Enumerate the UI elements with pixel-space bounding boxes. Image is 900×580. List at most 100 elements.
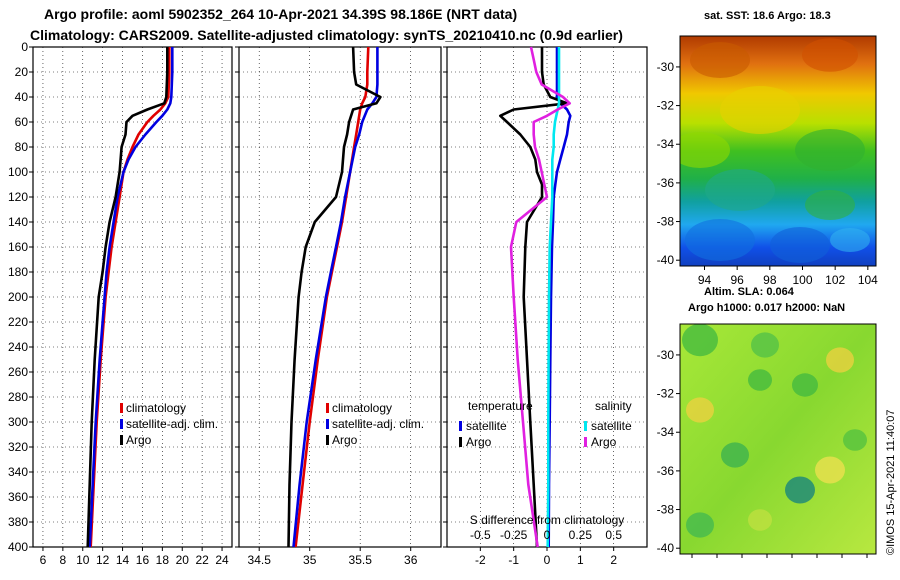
panel-temperature_profile: 6 8 10 12 14 16 18 20 22 240204060801001201401601… [8,40,233,567]
y-tick-label: 180 [8,265,28,279]
series-line-argo [287,46,382,548]
map-y-tick-label: -34 [657,425,675,439]
legend-label: Argo [466,435,492,449]
sla-map-subtitle: Argo h1000: 0.017 h2000: NaN [688,302,846,314]
x-tick-label: 6 [40,553,47,567]
legend-label: Argo [332,433,358,447]
map-x-tick-label: 104 [858,273,878,287]
map-y-tick-label: -34 [657,137,675,151]
map-sla_map: -30 -32 -34 -36 -38 -40 [657,323,877,558]
x2-tick-label: 0.5 [605,528,622,542]
y-tick-label: 240 [8,340,28,354]
map-x-tick-label: 102 [825,273,845,287]
map-x-tick-label: 100 [792,273,812,287]
y-tick-label: 300 [8,415,28,429]
x-tick-label: -2 [475,553,486,567]
y-tick-label: 340 [8,465,28,479]
legend-swatch [120,403,123,413]
map-y-tick-label: -32 [657,99,675,113]
x-tick-label: 0 [544,553,551,567]
map-x-tick-label: 96 [730,273,744,287]
map-field [680,36,876,266]
legend-label: climatology [332,401,392,415]
map-blob [705,169,775,211]
map-blob [686,512,714,538]
x2-tick-label: 0.25 [569,528,593,542]
x-tick-label: 8 [60,553,67,567]
legend-label: Argo [126,433,152,447]
x2-tick-label: -0.25 [500,528,528,542]
x-tick-label: 22 [195,553,209,567]
y-tick-label: 320 [8,440,28,454]
map-blob [720,86,800,134]
map-field [680,324,876,554]
map-frame [679,323,877,555]
map-sst_map: -30 -32 -34 -36 -38 -40 94 96 98 100 102 104 [657,35,878,287]
map-blob [826,347,854,373]
legend-swatch [584,421,587,431]
legend-label: satellite [466,419,507,433]
map-blob [748,369,772,391]
series-line-argo [86,47,169,548]
series-line-satellite-adj--clim- [88,47,174,548]
y-tick-label: 20 [15,65,29,79]
legend-swatch [584,437,587,447]
sst-map-title: sat. SST: 18.6 Argo: 18.3 [704,10,831,22]
map-y-tick-label: -40 [657,253,675,267]
x2-tick-label: -0.5 [470,528,491,542]
y-tick-label: 400 [8,540,28,554]
y-tick-label: 120 [8,190,28,204]
sla-map-title: Altim. SLA: 0.064 [704,286,794,298]
y-tick-label: 100 [8,165,28,179]
x-tick-label: 35.5 [349,553,373,567]
legend-label: satellite-adj. clim. [126,417,218,431]
x-tick-label: 12 [96,553,110,567]
map-y-tick-label: -30 [657,60,675,74]
x-tick-label: 34.5 [248,553,272,567]
legend-swatch [326,403,329,413]
map-blob [721,442,749,468]
panel-salinity_profile: 34.5 35 35.5 36 climatology satellite-adj. cl… [235,46,442,567]
y-tick-label: 260 [8,365,28,379]
panel-difference_from_climatology: -2 -1 0 1 2 temperature salinity satellite Argo s… [443,46,648,567]
plot-frame [32,46,233,548]
map-y-tick-label: -32 [657,387,675,401]
x-tick-label: -1 [508,553,519,567]
map-blob [795,129,865,171]
map-blob [682,324,718,357]
y-tick-label: 0 [21,40,28,54]
map-y-tick-label: -40 [657,541,675,555]
legend-label: Argo [591,435,617,449]
y-tick-label: 220 [8,315,28,329]
x-tick-label: 2 [610,553,617,567]
y-tick-label: 60 [15,115,29,129]
map-blob [805,190,855,220]
x-tick-label: 14 [116,553,130,567]
x-tick-label: 36 [404,553,418,567]
legend-label: satellite [591,419,632,433]
legend-title-salinity: salinity [595,399,632,413]
map-x-tick-label: 94 [698,273,712,287]
map-blob [748,509,772,531]
x2-axis-label: S difference from climatology [470,513,625,527]
y-tick-label: 140 [8,215,28,229]
map-y-tick-label: -30 [657,348,675,362]
map-blob [685,219,755,261]
plot-frame [446,46,648,548]
legend-swatch [459,421,462,431]
y-tick-label: 380 [8,515,28,529]
x-tick-label: 16 [136,553,150,567]
chart-title-line2: Climatology: CARS2009. Satellite-adjuste… [30,27,623,43]
x-tick-label: 20 [176,553,190,567]
y-tick-label: 80 [15,140,29,154]
y-tick-label: 360 [8,490,28,504]
map-y-tick-label: -38 [657,215,675,229]
x2-tick-label: 0 [544,528,551,542]
map-blob [680,132,730,168]
map-blob [792,373,818,397]
map-blob [770,227,830,263]
map-blob [802,38,858,72]
x-tick-label: 24 [215,553,229,567]
